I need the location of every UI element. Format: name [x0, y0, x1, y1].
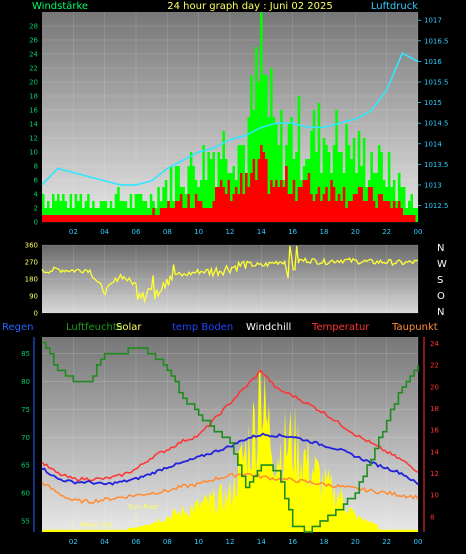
hour-tick-label: 02	[69, 228, 78, 236]
humidity-series	[42, 341, 419, 533]
wind-axis-tick: 18	[29, 93, 38, 101]
lower-hour-tick-label: 00	[414, 538, 423, 546]
lower-hour-tick-label: 06	[132, 538, 141, 546]
lower-hour-tick-label: 04	[100, 538, 109, 546]
wind-axis-tick: 16	[29, 107, 38, 115]
hour-tick-label: 04	[100, 228, 109, 236]
temperature-axis-tick: 18	[430, 405, 439, 413]
wind-axis-tick: 12	[29, 135, 38, 143]
hour-tick-label: 22	[382, 228, 391, 236]
lower-hour-tick-label: 10	[194, 538, 203, 546]
direction-axis-tick: 360	[25, 242, 38, 250]
pressure-axis-tick: 1016.5	[424, 37, 449, 45]
temperature-axis-tick: 24	[430, 340, 439, 348]
legend-solar: Solar	[116, 322, 142, 333]
soil-temp-series	[41, 432, 419, 486]
lower-hour-tick-label: 12	[226, 538, 235, 546]
legend-regen: Regen	[2, 322, 34, 333]
pressure-axis-tick: 1013	[424, 181, 442, 189]
hour-tick-label: 20	[351, 228, 360, 236]
wind-direction-panel	[42, 245, 418, 313]
lower-hour-tick-label: 22	[382, 538, 391, 546]
compass-n-top: N	[437, 243, 444, 254]
wind-axis-tick: 2	[34, 205, 38, 213]
humidity-axis-tick: 80	[21, 378, 30, 386]
temperature-axis-tick: 14	[430, 448, 439, 456]
moonset-label: Moon Set	[80, 521, 113, 529]
compass-n-bottom: N	[437, 307, 444, 318]
pressure-axis-tick: 1017	[424, 17, 442, 25]
direction-axis-tick: 180	[25, 276, 38, 284]
wind-axis-tick: 20	[29, 79, 38, 87]
humidity-axis-tick: 75	[21, 406, 30, 414]
wind-axis-tick: 4	[34, 191, 39, 199]
pressure-axis-tick: 1014.5	[424, 120, 449, 128]
temperature-axis-tick: 10	[430, 492, 439, 500]
temperature-axis-tick: 12	[430, 470, 439, 478]
lower-hour-tick-label: 08	[163, 538, 172, 546]
lower-hour-tick-label: 02	[69, 538, 78, 546]
hour-tick-label: 00	[414, 228, 423, 236]
lower-hour-tick-label: 16	[288, 538, 297, 546]
legend-soil-temp: temp Boden	[172, 322, 233, 333]
temperature-axis-tick: 16	[430, 427, 439, 435]
hour-tick-label: 18	[320, 228, 329, 236]
wind-gust-series	[42, 12, 418, 222]
chart-title: 24 hour graph day : Juni 02 2025	[167, 1, 333, 12]
wind-axis-tick: 14	[29, 121, 38, 129]
temperature-axis-tick: 22	[430, 362, 439, 370]
lower-hour-tick-label: 18	[320, 538, 329, 546]
humidity-axis-tick: 85	[21, 350, 30, 358]
compass-o: O	[437, 291, 445, 302]
pressure-axis-tick: 1013.5	[424, 161, 449, 169]
compass-s: S	[437, 275, 443, 286]
hour-tick-label: 10	[194, 228, 203, 236]
header-left-label: Windstärke	[32, 1, 88, 12]
pressure-series	[41, 52, 419, 186]
wind-axis-tick: 0	[34, 219, 38, 227]
hour-tick-label: 14	[257, 228, 266, 236]
hour-tick-label: 12	[226, 228, 235, 236]
compass-w: W	[437, 259, 447, 270]
solar-series	[42, 370, 418, 532]
humidity-axis-tick: 55	[21, 517, 30, 525]
dewpoint-series	[41, 472, 419, 505]
wind-axis-tick: 10	[29, 149, 38, 157]
pressure-axis-tick: 1015.5	[424, 79, 449, 87]
sunrise-label: Sun Rise	[128, 503, 158, 511]
lower-hour-tick-label: 20	[351, 538, 360, 546]
hour-tick-label: 08	[163, 228, 172, 236]
lower-hour-tick-label: 14	[257, 538, 266, 546]
humidity-axis-tick: 65	[21, 462, 30, 470]
pressure-axis-tick: 1016	[424, 58, 442, 66]
humidity-axis-tick: 60	[21, 490, 30, 498]
direction-axis-tick: 270	[25, 259, 38, 267]
temperature-series	[41, 369, 419, 482]
wind-axis-tick: 8	[34, 163, 38, 171]
wind-direction-series	[41, 245, 419, 304]
wind-axis-tick: 26	[29, 37, 38, 45]
direction-axis-tick: 90	[29, 293, 38, 301]
hour-tick-label: 06	[132, 228, 141, 236]
legend-temperature: Temperatur	[311, 322, 370, 333]
wind-axis-tick: 24	[29, 51, 38, 59]
humidity-axis-tick: 70	[21, 434, 30, 442]
pressure-axis-tick: 1015	[424, 99, 442, 107]
wind-axis-tick: 6	[34, 177, 39, 185]
wind-avg-series	[42, 145, 418, 222]
legend-dewpoint: Taupunkt	[391, 322, 438, 333]
pressure-axis-tick: 1012.5	[424, 202, 449, 210]
pressure-axis-tick: 1014	[424, 140, 442, 148]
legend-windchill: Windchill	[246, 322, 291, 333]
direction-axis-tick: 0	[34, 310, 38, 318]
legend-humidity: Luftfeuchte	[66, 322, 123, 333]
wind-axis-tick: 22	[29, 65, 38, 73]
wind-axis-tick: 28	[29, 23, 38, 31]
hour-tick-label: 16	[288, 228, 297, 236]
temperature-axis-tick: 20	[430, 383, 439, 391]
temperature-axis-tick: 8	[430, 513, 434, 521]
header-right-label: Luftdruck	[371, 1, 418, 12]
